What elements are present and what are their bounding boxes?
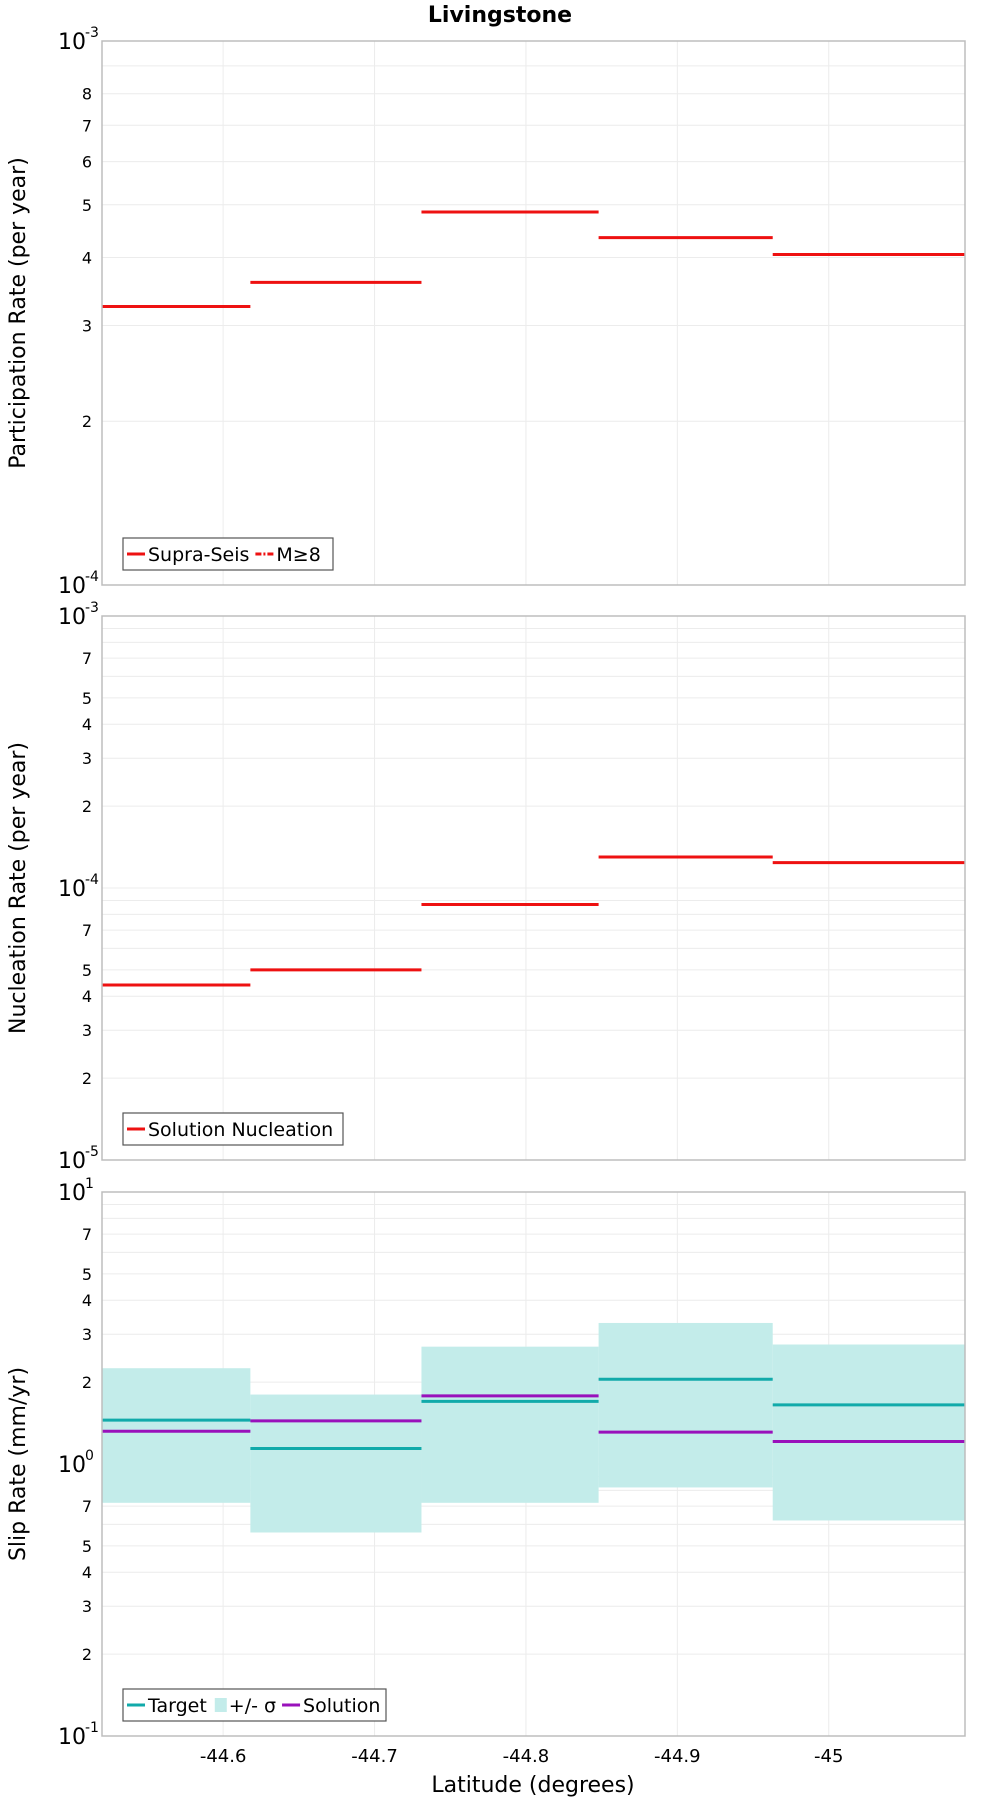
y-tick-label: 10 — [58, 1149, 86, 1174]
series-line-0 — [102, 855, 965, 987]
y-minor-tick-label: 2 — [82, 412, 92, 431]
y-minor-tick-label: 6 — [82, 153, 92, 172]
y-tick-label: 10 — [58, 1453, 86, 1478]
plot-frame — [101, 615, 966, 1161]
y-tick-exponent: -1 — [85, 1720, 99, 1736]
legend-label: Target — [147, 1695, 207, 1717]
band-segment — [772, 1344, 965, 1521]
series-- — [102, 1322, 965, 1533]
y-tick-label: 10 — [58, 1725, 86, 1750]
y-minor-tick-label: 5 — [82, 961, 92, 980]
y-axis-label: Participation Rate (per year) — [6, 157, 31, 469]
y-minor-tick-label: 5 — [82, 1265, 92, 1284]
legend-label: Supra-Seis — [148, 544, 249, 566]
legend: Supra-Seis M≥8 — [122, 537, 334, 571]
y-minor-tick-label: 7 — [82, 1225, 92, 1244]
legend-item: M≥8 — [255, 544, 321, 566]
y-minor-tick-label: 3 — [82, 749, 92, 768]
y-minor-tick-label: 4 — [82, 1291, 92, 1310]
x-tick-label: -44.9 — [654, 1746, 701, 1767]
y-minor-tick-label: 2 — [82, 797, 92, 816]
y-tick-label: 10 — [58, 877, 86, 902]
y-axis-label: Nucleation Rate (per year) — [6, 742, 31, 1034]
y-minor-tick-label: 8 — [82, 85, 92, 104]
y-minor-tick-label: 7 — [82, 116, 92, 135]
y-tick-label: 10 — [58, 1181, 86, 1206]
y-minor-tick-label: 7 — [82, 921, 92, 940]
legend-box — [122, 1688, 387, 1722]
x-tick-label: -45 — [814, 1746, 843, 1767]
series-line-2 — [102, 1394, 965, 1443]
band-segment — [102, 1368, 251, 1503]
x-axis-label: Latitude (degrees) — [431, 1773, 634, 1798]
plot-frame — [101, 40, 966, 586]
y-minor-tick-label: 5 — [82, 689, 92, 708]
y-minor-tick-label: 3 — [82, 1325, 92, 1344]
x-tick-labels: -44.6 -44.7 -44.8 -44.9 -45 — [200, 1746, 844, 1767]
y-tick-exponent: -3 — [85, 25, 99, 41]
band-segment — [250, 1394, 422, 1533]
legend-label: Solution — [303, 1695, 380, 1717]
y-minor-tick-label: 5 — [82, 196, 92, 215]
legend-swatch — [214, 1698, 227, 1712]
grid — [102, 615, 965, 1161]
x-tick-label: -44.7 — [351, 1746, 398, 1767]
legend-box — [122, 537, 334, 571]
y-minor-tick-label: 2 — [82, 1069, 92, 1088]
band-segment — [421, 1346, 599, 1503]
y-tick-label: 10 — [58, 605, 86, 630]
y-minor-tick-label: 2 — [82, 1373, 92, 1392]
x-tick-label: -44.8 — [503, 1746, 550, 1767]
plot-area — [102, 41, 965, 585]
legend-item: Solution — [282, 1695, 380, 1717]
y-minor-tick-label: 7 — [82, 649, 92, 668]
legend-item: +/- σ — [214, 1695, 276, 1717]
x-tick-label: -44.6 — [200, 1746, 247, 1767]
legend: Target +/- σ Solution — [122, 1688, 387, 1722]
legend-item: Solution Nucleation — [127, 1119, 333, 1141]
y-minor-tick-label: 4 — [82, 1563, 92, 1582]
legend: Solution Nucleation — [122, 1112, 344, 1146]
y-minor-tick-label: 4 — [82, 715, 92, 734]
y-minor-tick-label: 3 — [82, 316, 92, 335]
chart-title: Livingstone — [428, 3, 572, 28]
y-minor-tick-label: 7 — [82, 1497, 92, 1516]
legend-label: M≥8 — [276, 544, 320, 566]
series-line-0 — [102, 210, 965, 309]
y-minor-tick-label: 4 — [82, 248, 92, 267]
y-minor-tick-label: 5 — [82, 1537, 92, 1556]
y-axis-label: Slip Rate (mm/yr) — [6, 1367, 31, 1561]
legend-item: Target — [127, 1695, 207, 1717]
y-tick-label: 10 — [58, 30, 86, 55]
y-tick-label: 10 — [58, 574, 86, 599]
series-line-0 — [102, 1377, 965, 1451]
legend-label: +/- σ — [229, 1695, 276, 1717]
y-minor-tick-label: 3 — [82, 1597, 92, 1616]
y-tick-exponent: -5 — [85, 1144, 99, 1160]
y-tick-exponent: -4 — [85, 872, 99, 888]
y-tick-exponent: -4 — [85, 569, 99, 585]
y-tick-exponent: 0 — [85, 1448, 94, 1464]
plot-frame — [101, 1191, 966, 1737]
y-tick-exponent: -3 — [85, 600, 99, 616]
band-segment — [598, 1322, 773, 1488]
y-minor-tick-label: 2 — [82, 1645, 92, 1664]
y-tick-exponent: 1 — [85, 1176, 94, 1192]
grid — [102, 40, 965, 586]
legend-item: Supra-Seis — [127, 544, 249, 566]
legend-label: Solution Nucleation — [148, 1119, 333, 1141]
y-minor-tick-label: 3 — [82, 1021, 92, 1040]
y-minor-tick-label: 4 — [82, 987, 92, 1006]
legend-box — [122, 1112, 344, 1146]
